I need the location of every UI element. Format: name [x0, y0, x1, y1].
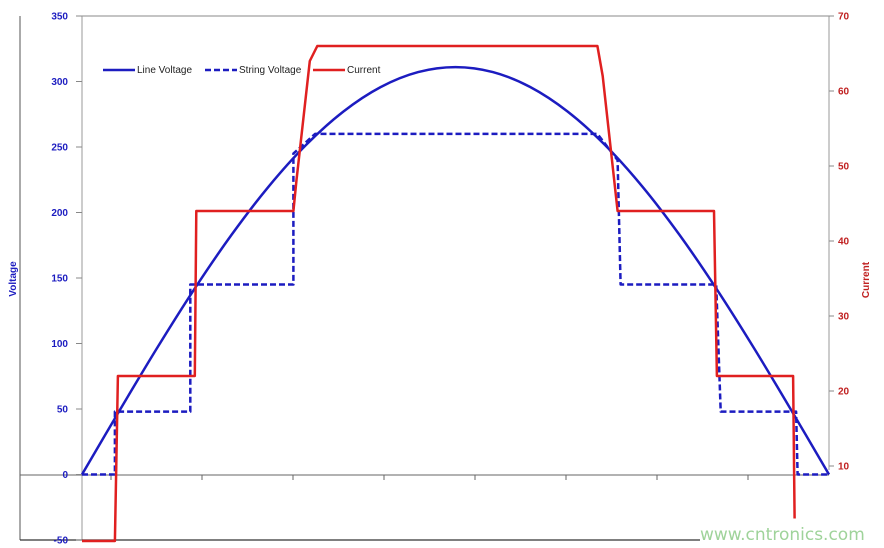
- legend-label-current: Current: [347, 65, 381, 76]
- y-tick-label: 50: [57, 405, 69, 416]
- y2-tick-label: 20: [838, 387, 850, 398]
- plot-frame: [19, 15, 830, 541]
- y2-tick-label: 60: [838, 87, 850, 98]
- series-group: [80, 44, 831, 543]
- y-tick-label: 200: [51, 208, 68, 219]
- series-string-voltage: [82, 132, 829, 476]
- y2-tick-label: 70: [838, 12, 850, 23]
- legend-label-line-voltage: Line Voltage: [137, 65, 192, 76]
- y-tick-label: -50: [54, 536, 69, 547]
- y-tick-label: 250: [51, 143, 68, 154]
- y-tick-labels: 350 300 250 200 150 100 50 0 -50: [51, 12, 82, 547]
- x-ticks: [110, 475, 749, 480]
- legend-label-string-voltage: String Voltage: [239, 65, 302, 76]
- y-tick-label: 0: [62, 470, 68, 481]
- series-line-voltage: [80, 65, 831, 476]
- y-tick-label: 150: [51, 274, 68, 285]
- y2-tick-label: 10: [838, 462, 850, 473]
- y2-tick-labels: 70 60 50 40 30 20 10: [829, 12, 850, 473]
- y-tick-label: 350: [51, 12, 68, 23]
- y-tick-label: 300: [51, 77, 68, 88]
- y-tick-label: 100: [51, 339, 68, 350]
- legend: Line Voltage String Voltage Current: [103, 65, 381, 76]
- series-current: [82, 44, 796, 543]
- watermark: www.cntronics.com: [700, 525, 865, 545]
- y2-tick-label: 50: [838, 162, 850, 173]
- y2-axis-title: Current: [861, 261, 872, 298]
- y2-tick-label: 40: [838, 237, 850, 248]
- y2-tick-label: 30: [838, 312, 850, 323]
- y-axis-title: Voltage: [8, 261, 19, 297]
